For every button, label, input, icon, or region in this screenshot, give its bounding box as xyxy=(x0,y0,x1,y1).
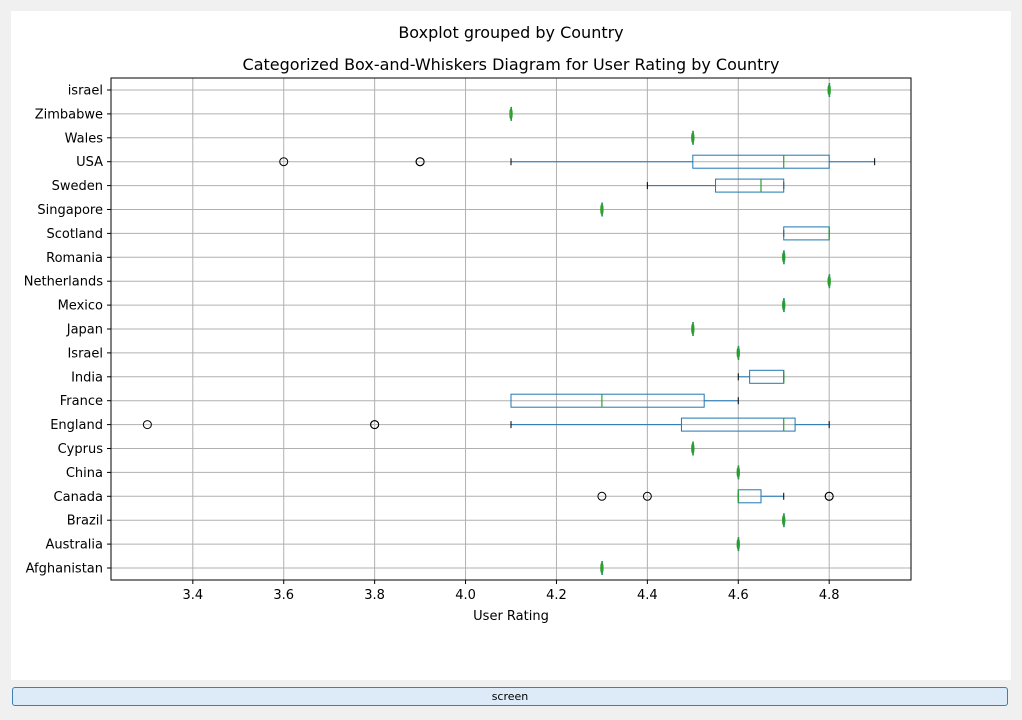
median-marker xyxy=(736,347,740,359)
median-marker xyxy=(782,251,786,263)
box-romania xyxy=(782,250,786,265)
y-tick-label: Netherlands xyxy=(24,275,103,290)
box-scotland xyxy=(783,226,830,241)
y-tick-label: Japan xyxy=(66,323,103,338)
y-tick-label: Brazil xyxy=(67,514,103,529)
y-tick-label: Afghanistan xyxy=(26,562,103,577)
box-cyprus xyxy=(691,441,695,456)
box-iqr xyxy=(510,393,705,408)
y-tick-label: Wales xyxy=(65,131,104,146)
outlier-point xyxy=(415,157,425,167)
y-tick-label: Cyprus xyxy=(58,442,104,457)
figure-suptitle: Boxplot grouped by Country xyxy=(398,23,623,42)
chart-title: Categorized Box-and-Whiskers Diagram for… xyxy=(243,55,780,74)
x-axis-label: User Rating xyxy=(473,609,549,624)
box-australia xyxy=(736,537,740,552)
box-mexico xyxy=(782,298,786,313)
box-layer xyxy=(142,83,876,575)
outlier-point xyxy=(597,491,607,501)
median-marker xyxy=(736,466,740,478)
outlier-point xyxy=(142,420,152,430)
y-tick-label: France xyxy=(60,394,103,409)
box-zimbabwe xyxy=(509,106,513,121)
x-tick-label: 4.0 xyxy=(455,588,476,603)
median-marker xyxy=(736,538,740,550)
box-israel xyxy=(736,345,740,360)
x-axis-ticks: 3.4 3.6 3.8 4.0 4.2 4.4 4.6 4.8 xyxy=(182,580,840,603)
y-tick-label: China xyxy=(66,466,103,481)
outlier-point xyxy=(642,491,652,501)
median-marker xyxy=(509,108,513,120)
box-canada xyxy=(597,489,834,504)
box-brazil xyxy=(782,513,786,528)
boxplot-chart: Boxplot grouped by Country Categorized B… xyxy=(24,23,912,624)
x-tick-label: 4.8 xyxy=(819,588,840,603)
y-tick-label: Sweden xyxy=(52,179,103,194)
median-marker xyxy=(691,323,695,335)
outlier-point xyxy=(279,157,289,167)
screen-button[interactable]: screen xyxy=(12,687,1008,706)
box-wales xyxy=(691,130,695,145)
x-tick-label: 3.4 xyxy=(182,588,203,603)
y-axis-ticks: Afghanistan Australia Brazil Canada China Cyp… xyxy=(24,84,111,577)
box-france xyxy=(510,393,739,408)
box-china xyxy=(736,465,740,480)
y-tick-label: India xyxy=(71,370,103,385)
x-tick-label: 4.6 xyxy=(728,588,749,603)
y-tick-label: Australia xyxy=(45,538,103,553)
box-iqr xyxy=(692,154,830,169)
y-tick-label: USA xyxy=(76,155,103,170)
box-singapore xyxy=(600,202,604,217)
y-tick-label: Canada xyxy=(54,490,103,505)
x-tick-label: 4.2 xyxy=(546,588,567,603)
y-tick-label: Israel xyxy=(67,346,103,361)
y-tick-label: England xyxy=(50,418,103,433)
median-marker xyxy=(782,514,786,526)
figure-panel: Boxplot grouped by Country Categorized B… xyxy=(11,11,1011,680)
x-tick-label: 3.8 xyxy=(364,588,385,603)
box-india xyxy=(737,369,785,384)
y-tick-label: Zimbabwe xyxy=(35,107,103,122)
median-marker xyxy=(691,132,695,144)
y-tick-label: Singapore xyxy=(37,203,103,218)
median-marker xyxy=(600,204,604,215)
box-netherlands xyxy=(827,274,831,289)
box-sweden xyxy=(646,178,785,193)
outlier-point xyxy=(824,491,834,501)
outlier-point xyxy=(370,420,380,430)
y-tick-label: Scotland xyxy=(46,227,103,242)
grid-lines xyxy=(111,78,911,580)
box-usa xyxy=(279,154,876,169)
median-marker xyxy=(827,275,831,287)
box-england xyxy=(142,417,830,432)
x-tick-label: 4.4 xyxy=(637,588,658,603)
median-marker xyxy=(691,443,695,454)
median-marker xyxy=(827,84,831,96)
box-afghanistan xyxy=(600,561,604,575)
box-israel xyxy=(827,83,831,97)
median-marker xyxy=(782,299,786,311)
median-marker xyxy=(600,562,604,574)
box-japan xyxy=(691,322,695,336)
box-iqr xyxy=(715,178,785,193)
y-tick-label: Romania xyxy=(46,251,103,266)
y-tick-label: Mexico xyxy=(58,299,103,314)
x-tick-label: 3.6 xyxy=(273,588,294,603)
y-tick-label: israel xyxy=(68,84,103,99)
box-iqr xyxy=(680,417,796,432)
